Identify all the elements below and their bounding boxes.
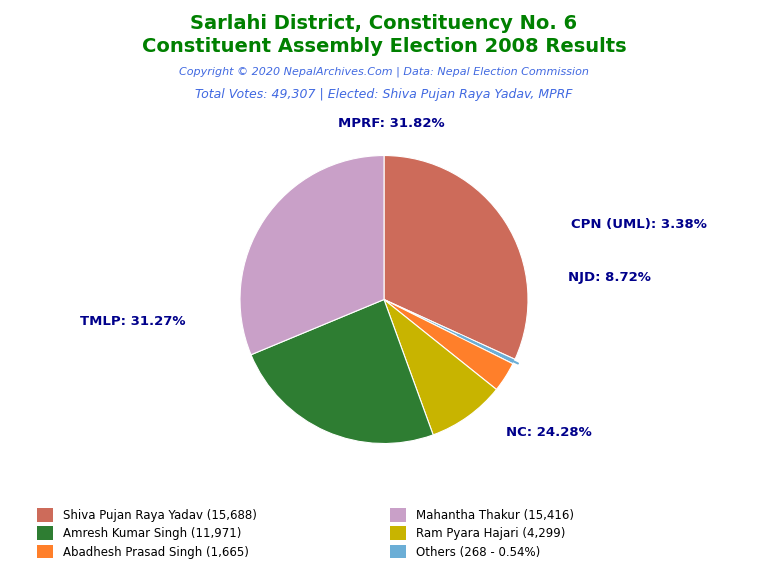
Wedge shape xyxy=(384,300,515,364)
Wedge shape xyxy=(384,156,528,359)
Wedge shape xyxy=(384,300,513,389)
Legend: Shiva Pujan Raya Yadav (15,688), Amresh Kumar Singh (11,971), Abadhesh Prasad Si: Shiva Pujan Raya Yadav (15,688), Amresh … xyxy=(37,508,257,559)
Text: NC: 24.28%: NC: 24.28% xyxy=(506,426,592,438)
Text: MPRF: 31.82%: MPRF: 31.82% xyxy=(338,118,445,130)
Text: Sarlahi District, Constituency No. 6: Sarlahi District, Constituency No. 6 xyxy=(190,14,578,33)
Legend: Mahantha Thakur (15,416), Ram Pyara Hajari (4,299), Others (268 - 0.54%): Mahantha Thakur (15,416), Ram Pyara Haja… xyxy=(390,508,574,559)
Text: TMLP: 31.27%: TMLP: 31.27% xyxy=(80,314,185,328)
Wedge shape xyxy=(240,156,384,355)
Wedge shape xyxy=(251,300,433,444)
Text: CPN (UML): 3.38%: CPN (UML): 3.38% xyxy=(571,218,707,231)
Text: Total Votes: 49,307 | Elected: Shiva Pujan Raya Yadav, MPRF: Total Votes: 49,307 | Elected: Shiva Puj… xyxy=(195,88,573,101)
Wedge shape xyxy=(384,300,496,435)
Text: Copyright © 2020 NepalArchives.Com | Data: Nepal Election Commission: Copyright © 2020 NepalArchives.Com | Dat… xyxy=(179,66,589,77)
Text: NJD: 8.72%: NJD: 8.72% xyxy=(568,271,651,285)
Text: Constituent Assembly Election 2008 Results: Constituent Assembly Election 2008 Resul… xyxy=(141,37,627,56)
